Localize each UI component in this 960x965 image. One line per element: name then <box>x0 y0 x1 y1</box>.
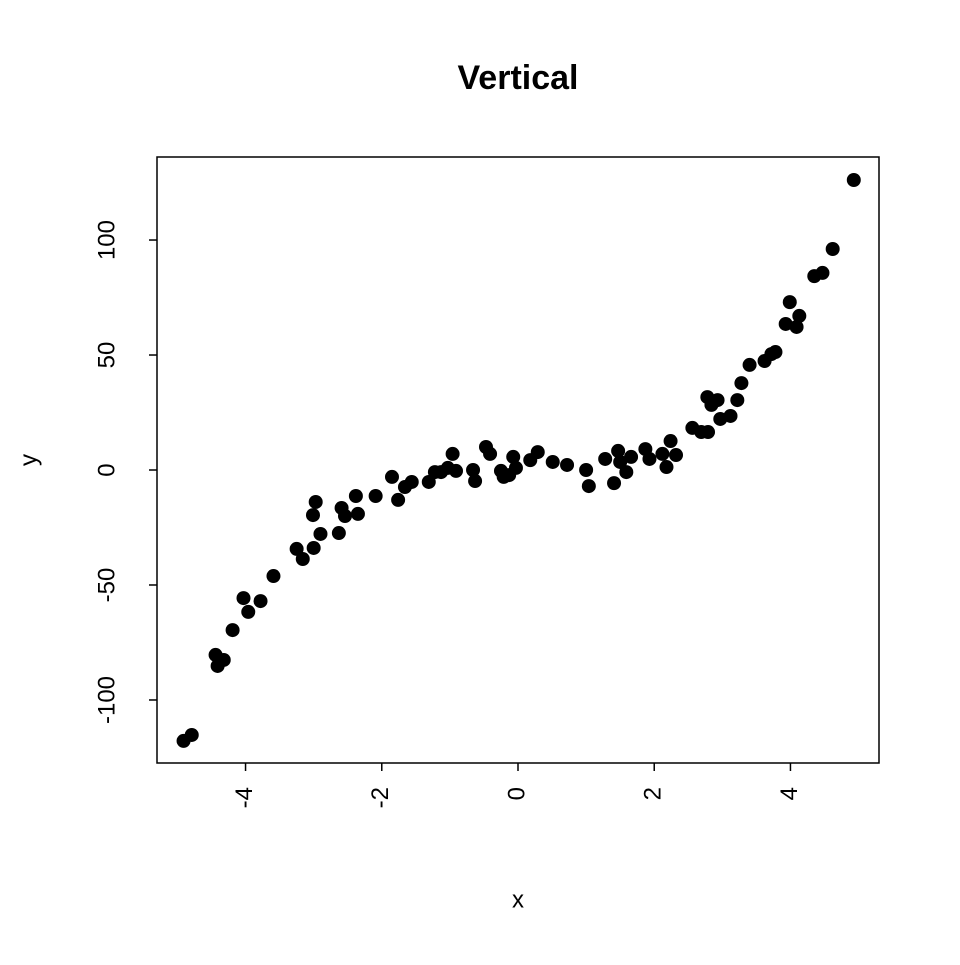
point <box>305 508 320 523</box>
point <box>782 295 797 310</box>
point <box>508 460 523 475</box>
point <box>308 494 323 509</box>
point <box>295 552 310 567</box>
point <box>560 457 575 472</box>
x-tick-label: 2 <box>640 787 667 800</box>
point <box>846 172 861 187</box>
point <box>404 474 419 489</box>
point <box>642 451 657 466</box>
x-tick-label: 0 <box>503 787 530 800</box>
point <box>825 241 840 256</box>
chart-title: Vertical <box>458 59 579 97</box>
point <box>723 408 738 423</box>
x-axis-label: x <box>512 886 524 913</box>
point <box>225 623 240 638</box>
point <box>468 474 483 489</box>
x-tick-label: -2 <box>367 787 394 808</box>
point <box>184 727 199 742</box>
point <box>483 446 498 461</box>
y-tick-label: -100 <box>93 676 120 724</box>
point <box>624 449 639 464</box>
point <box>545 454 560 469</box>
point <box>730 393 745 408</box>
point <box>778 316 793 331</box>
point <box>613 454 628 469</box>
point <box>384 469 399 484</box>
y-tick-label: 50 <box>93 342 120 369</box>
y-axis-label: y <box>15 454 42 466</box>
point <box>655 446 670 461</box>
point <box>663 434 678 449</box>
point <box>581 479 596 494</box>
point <box>241 604 256 619</box>
point <box>236 591 251 606</box>
point <box>669 448 684 463</box>
point <box>530 445 545 460</box>
point <box>506 449 521 464</box>
y-tick-label: 100 <box>93 220 120 260</box>
point <box>792 308 807 323</box>
point <box>331 526 346 541</box>
point <box>348 488 363 503</box>
point <box>350 506 365 521</box>
point <box>579 463 594 478</box>
point <box>815 265 830 280</box>
x-tick-label: 4 <box>776 787 803 800</box>
point <box>701 425 716 440</box>
point <box>289 541 304 556</box>
point <box>445 446 460 461</box>
y-tick-label: -50 <box>93 568 120 603</box>
point <box>710 393 725 408</box>
point <box>266 569 281 584</box>
point <box>449 463 464 478</box>
x-tick-label: -4 <box>231 787 258 808</box>
y-tick-label: 0 <box>93 463 120 476</box>
point <box>789 319 804 334</box>
point <box>598 451 613 466</box>
point <box>368 488 383 503</box>
point <box>306 540 321 555</box>
point <box>734 376 749 391</box>
point <box>611 443 626 458</box>
point <box>768 345 783 360</box>
point <box>391 492 406 507</box>
point <box>216 652 231 667</box>
point <box>313 526 328 541</box>
point <box>253 594 268 609</box>
point <box>607 476 622 491</box>
point <box>742 357 757 372</box>
point <box>337 509 352 524</box>
point <box>619 465 634 480</box>
point <box>659 460 674 475</box>
point <box>466 463 481 478</box>
